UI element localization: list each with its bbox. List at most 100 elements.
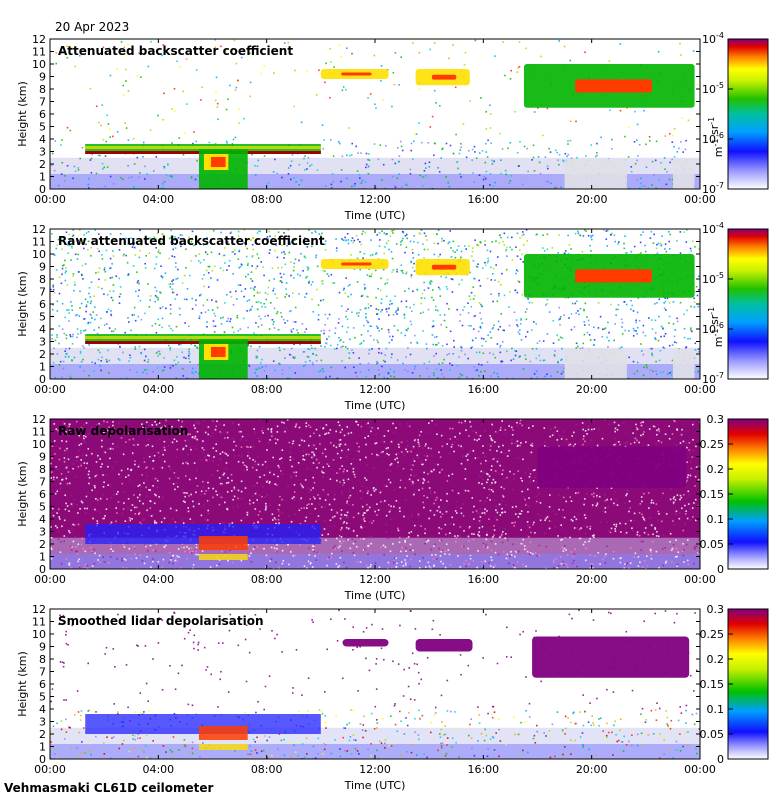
y-tick-label: 11: [32, 236, 46, 249]
y-tick-label: 9: [39, 451, 46, 464]
y-tick-label: 0: [39, 183, 46, 196]
cloud-feature: [415, 259, 470, 276]
heatmap-field: [50, 609, 700, 759]
x-tick-label: 20:00: [576, 193, 608, 206]
colorbar-tick-label: 0.3: [707, 413, 725, 426]
x-tick-label: 08:00: [251, 573, 283, 586]
y-tick-label: 3: [39, 146, 46, 159]
y-tick-label: 1: [39, 741, 46, 754]
y-tick-label: 5: [39, 311, 46, 324]
y-tick-label: 7: [39, 286, 46, 299]
cloud-feature: [85, 714, 321, 750]
cloud-feature: [537, 446, 687, 488]
colorbar-tick-label: 0.15: [700, 488, 725, 501]
y-tick-label: 6: [39, 488, 46, 501]
y-axis-label: Height (km): [16, 81, 29, 147]
x-tick-label: 12:00: [359, 763, 391, 776]
colorbar: [727, 38, 769, 190]
y-tick-label: 4: [39, 703, 46, 716]
y-tick-label: 1: [39, 361, 46, 374]
x-tick-label: 00:00: [684, 573, 716, 586]
x-tick-label: 20:00: [576, 573, 608, 586]
y-tick-label: 5: [39, 691, 46, 704]
colorbar-tick-label: 0.05: [700, 728, 725, 741]
x-tick-label: 04:00: [142, 573, 174, 586]
y-tick-label: 0: [39, 753, 46, 766]
cloud-feature: [320, 69, 389, 79]
cloud-feature: [198, 149, 248, 189]
x-tick-label: 04:00: [142, 763, 174, 776]
y-tick-label: 8: [39, 653, 46, 666]
x-tick-label: 16:00: [467, 383, 499, 396]
cloud-feature: [342, 636, 690, 678]
cloud-feature: [523, 64, 695, 108]
y-tick-label: 3: [39, 336, 46, 349]
y-tick-label: 2: [39, 538, 46, 551]
colorbar-tick-label: 10-4: [702, 221, 724, 236]
colorbar: [727, 228, 769, 380]
y-tick-label: 10: [32, 628, 46, 641]
y-tick-label: 12: [32, 33, 46, 46]
x-tick-label: 04:00: [142, 383, 174, 396]
colorbar: [727, 608, 769, 760]
y-tick-label: 3: [39, 526, 46, 539]
y-tick-label: 12: [32, 223, 46, 236]
y-tick-label: 1: [39, 551, 46, 564]
x-tick-label: 00:00: [684, 383, 716, 396]
y-tick-label: 8: [39, 83, 46, 96]
panel-title: Attenuated backscatter coefficient: [58, 44, 293, 58]
date-label: 20 Apr 2023: [55, 20, 130, 34]
x-axis-label: Time (UTC): [344, 589, 406, 602]
x-tick-label: 20:00: [576, 763, 608, 776]
colorbar-tick-label: 0.2: [707, 463, 725, 476]
y-tick-label: 1: [39, 171, 46, 184]
colorbar-tick-label: 0: [717, 563, 724, 576]
y-tick-label: 0: [39, 373, 46, 386]
y-tick-label: 8: [39, 273, 46, 286]
y-tick-label: 10: [32, 438, 46, 451]
heatmap-field: [50, 39, 700, 189]
y-tick-label: 12: [32, 603, 46, 616]
colorbar-tick-label: 0.15: [700, 678, 725, 691]
y-axis-label: Height (km): [16, 271, 29, 337]
x-tick-label: 00:00: [34, 573, 66, 586]
x-tick-label: 12:00: [359, 193, 391, 206]
colorbar-tick-label: 10-7: [702, 181, 724, 196]
colorbar-tick-label: 10-4: [702, 31, 724, 46]
y-tick-label: 7: [39, 96, 46, 109]
y-tick-label: 0: [39, 563, 46, 576]
x-tick-label: 12:00: [359, 383, 391, 396]
y-tick-label: 5: [39, 501, 46, 514]
colorbar: [727, 418, 769, 570]
colorbar-tick-label: 0.25: [700, 438, 725, 451]
x-tick-label: 00:00: [684, 763, 716, 776]
y-tick-label: 2: [39, 728, 46, 741]
y-tick-label: 5: [39, 121, 46, 134]
colorbar-unit: m-1 sr-1: [707, 117, 725, 157]
colorbar-tick-label: 0.1: [707, 513, 725, 526]
y-tick-label: 9: [39, 71, 46, 84]
x-tick-label: 00:00: [34, 193, 66, 206]
colorbar-unit: m-1 sr-1: [707, 307, 725, 347]
y-tick-label: 11: [32, 426, 46, 439]
y-tick-label: 4: [39, 133, 46, 146]
y-tick-label: 7: [39, 666, 46, 679]
x-tick-label: 08:00: [251, 763, 283, 776]
x-tick-label: 16:00: [467, 763, 499, 776]
colorbar-tick-label: 10-5: [702, 271, 724, 286]
cloud-feature: [198, 339, 248, 379]
y-tick-label: 6: [39, 678, 46, 691]
y-tick-label: 4: [39, 323, 46, 336]
x-tick-label: 04:00: [142, 193, 174, 206]
cloud-feature: [85, 524, 321, 560]
y-tick-label: 7: [39, 476, 46, 489]
colorbar-tick-label: 10-6: [702, 131, 724, 146]
x-axis-label: Time (UTC): [344, 399, 406, 412]
x-tick-label: 08:00: [251, 383, 283, 396]
x-tick-label: 16:00: [467, 573, 499, 586]
colorbar-tick-label: 10-5: [702, 81, 724, 96]
x-tick-label: 00:00: [684, 193, 716, 206]
colorbar-tick-label: 10-7: [702, 371, 724, 386]
